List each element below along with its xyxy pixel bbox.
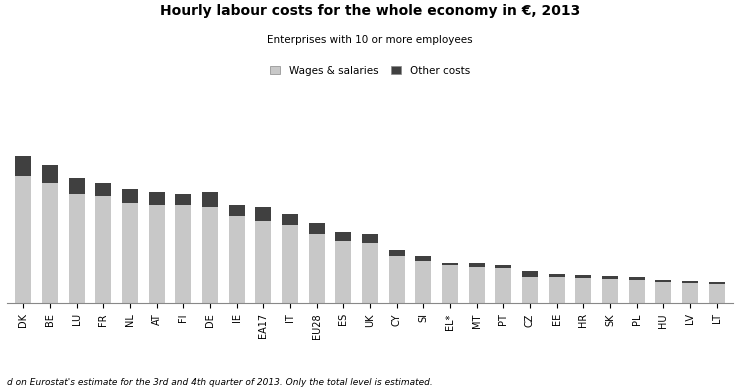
Bar <box>175 194 192 205</box>
Bar <box>95 183 112 196</box>
Bar <box>149 193 165 205</box>
Bar <box>468 267 485 303</box>
Bar <box>362 243 378 303</box>
Bar <box>309 234 325 303</box>
Bar <box>229 205 245 216</box>
Bar <box>255 207 272 221</box>
Bar <box>229 216 245 303</box>
Bar <box>388 250 405 256</box>
Bar <box>69 178 84 194</box>
Bar <box>522 277 538 303</box>
Bar <box>656 282 671 303</box>
Bar <box>335 232 352 241</box>
Legend: Wages & salaries, Other costs: Wages & salaries, Other costs <box>270 65 470 75</box>
Bar <box>202 191 218 207</box>
Bar <box>468 263 485 267</box>
Bar <box>548 274 565 277</box>
Bar <box>575 279 591 303</box>
Bar <box>95 196 112 303</box>
Bar <box>709 282 724 284</box>
Bar <box>602 279 618 303</box>
Bar <box>175 205 192 303</box>
Bar <box>656 280 671 282</box>
Bar <box>388 256 405 303</box>
Bar <box>16 176 31 303</box>
Bar <box>682 282 698 283</box>
Bar <box>16 156 31 176</box>
Bar <box>442 265 458 303</box>
Bar <box>42 165 58 183</box>
Bar <box>202 207 218 303</box>
Bar <box>42 183 58 303</box>
Bar <box>495 268 511 303</box>
Bar <box>122 203 138 303</box>
Bar <box>149 205 165 303</box>
Bar <box>415 256 431 261</box>
Bar <box>628 277 645 280</box>
Bar <box>362 234 378 243</box>
Bar <box>282 214 298 225</box>
Bar <box>682 283 698 303</box>
Bar <box>122 189 138 203</box>
Bar <box>335 241 352 303</box>
Bar <box>522 271 538 277</box>
Bar <box>548 277 565 303</box>
Bar <box>309 223 325 234</box>
Text: Enterprises with 10 or more employees: Enterprises with 10 or more employees <box>267 35 473 45</box>
Bar <box>575 275 591 279</box>
Bar <box>69 194 84 303</box>
Bar <box>495 265 511 268</box>
Bar <box>602 276 618 279</box>
Bar <box>628 280 645 303</box>
Text: Hourly labour costs for the whole economy in €, 2013: Hourly labour costs for the whole econom… <box>160 4 580 18</box>
Bar <box>442 263 458 265</box>
Bar <box>255 221 272 303</box>
Bar <box>282 225 298 303</box>
Bar <box>709 284 724 303</box>
Bar <box>415 261 431 303</box>
Text: d on Eurostat's estimate for the 3rd and 4th quarter of 2013. Only the total lev: d on Eurostat's estimate for the 3rd and… <box>7 378 433 387</box>
